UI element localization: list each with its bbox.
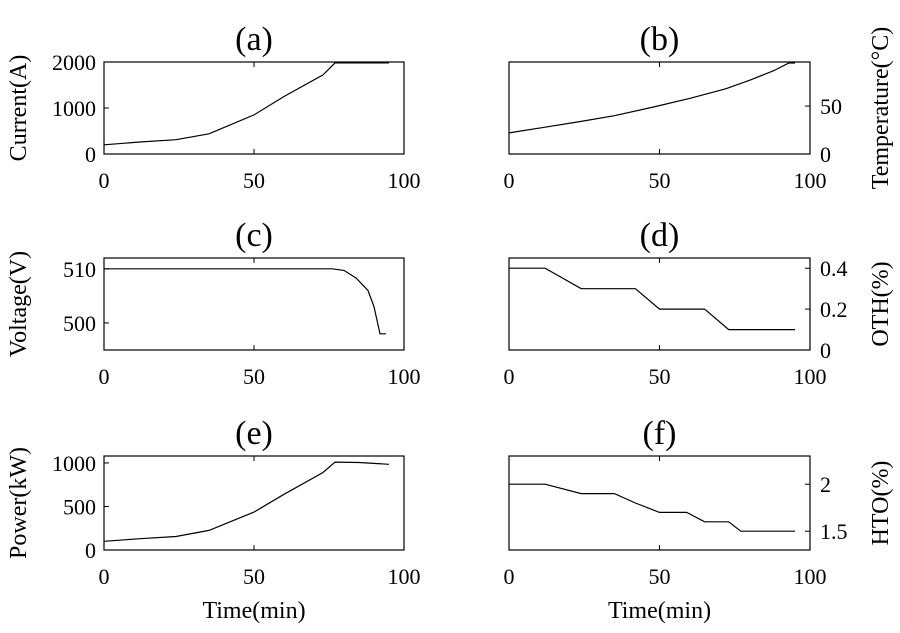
y-tick-label: 2	[820, 472, 831, 497]
plot-frame	[103, 61, 405, 155]
y-axis-label: Current(A)	[6, 55, 32, 162]
x-tick-label: 50	[243, 364, 265, 389]
y-axis-label: Power(kW)	[6, 447, 32, 559]
y-axis-label: Voltage(V)	[6, 251, 32, 357]
y-tick-label: 0.2	[820, 297, 848, 322]
x-tick-label: 100	[388, 564, 421, 589]
x-tick-label: 0	[99, 564, 110, 589]
y-tick-label: 0	[85, 538, 96, 563]
x-tick-label: 100	[794, 364, 827, 389]
y-tick-label: 0	[820, 142, 831, 167]
y-tick-label: 50	[820, 94, 842, 119]
x-axis-label: Time(min)	[202, 598, 305, 624]
y-tick-label: 500	[63, 494, 96, 519]
y-tick-label: 510	[63, 257, 96, 282]
plot-frame	[103, 455, 405, 551]
x-tick-label: 50	[243, 168, 265, 193]
y-tick-label: 1.5	[820, 519, 848, 544]
x-tick-label: 0	[99, 364, 110, 389]
x-tick-label: 0	[504, 564, 515, 589]
plot-frame	[103, 257, 405, 351]
plot-frame	[508, 257, 811, 351]
y-axis-label: HTO(%)	[868, 461, 894, 546]
y-tick-label: 2000	[52, 50, 96, 75]
panel-title: (f)	[643, 415, 677, 452]
series-line-voltage	[104, 268, 386, 335]
y-tick-label: 0.4	[820, 256, 848, 281]
y-tick-label: 0	[820, 338, 831, 363]
plot-frame	[508, 455, 811, 551]
chart-panel-6: (f) 0 50 100 1.5 2 HTO(%) Time(min)	[504, 415, 895, 624]
plot-frame	[508, 61, 811, 155]
x-tick-label: 50	[649, 168, 671, 193]
x-axis-label: Time(min)	[608, 598, 711, 624]
chart-panel-3: (c) 0 50 100 500 510 Voltage(V)	[6, 217, 421, 389]
series-line-oth	[509, 267, 795, 331]
series-line-current	[103, 62, 389, 146]
x-tick-label: 50	[243, 564, 265, 589]
x-tick-label: 100	[388, 168, 421, 193]
y-tick-label: 1000	[52, 96, 96, 121]
x-tick-label: 50	[649, 564, 671, 589]
y-tick-label: 0	[85, 142, 96, 167]
x-tick-label: 0	[504, 364, 515, 389]
y-tick-label: 1000	[52, 451, 96, 476]
y-tick-label: 500	[63, 311, 96, 336]
panel-title: (b)	[640, 21, 680, 58]
panel-title: (c)	[235, 217, 273, 254]
x-tick-label: 50	[649, 364, 671, 389]
panel-title: (e)	[235, 415, 273, 452]
series-line-hto	[509, 483, 795, 532]
x-tick-label: 0	[504, 168, 515, 193]
y-axis-label: Temperature(°C)	[868, 27, 894, 190]
y-axis-label: OTH(%)	[868, 261, 894, 346]
x-tick-label: 0	[99, 168, 110, 193]
series-line-power	[103, 461, 390, 542]
panel-title: (a)	[235, 21, 273, 58]
x-tick-label: 100	[388, 364, 421, 389]
panel-title: (d)	[640, 217, 680, 254]
series-line-temperature	[508, 62, 795, 134]
x-tick-label: 100	[794, 168, 827, 193]
x-tick-label: 100	[794, 564, 827, 589]
